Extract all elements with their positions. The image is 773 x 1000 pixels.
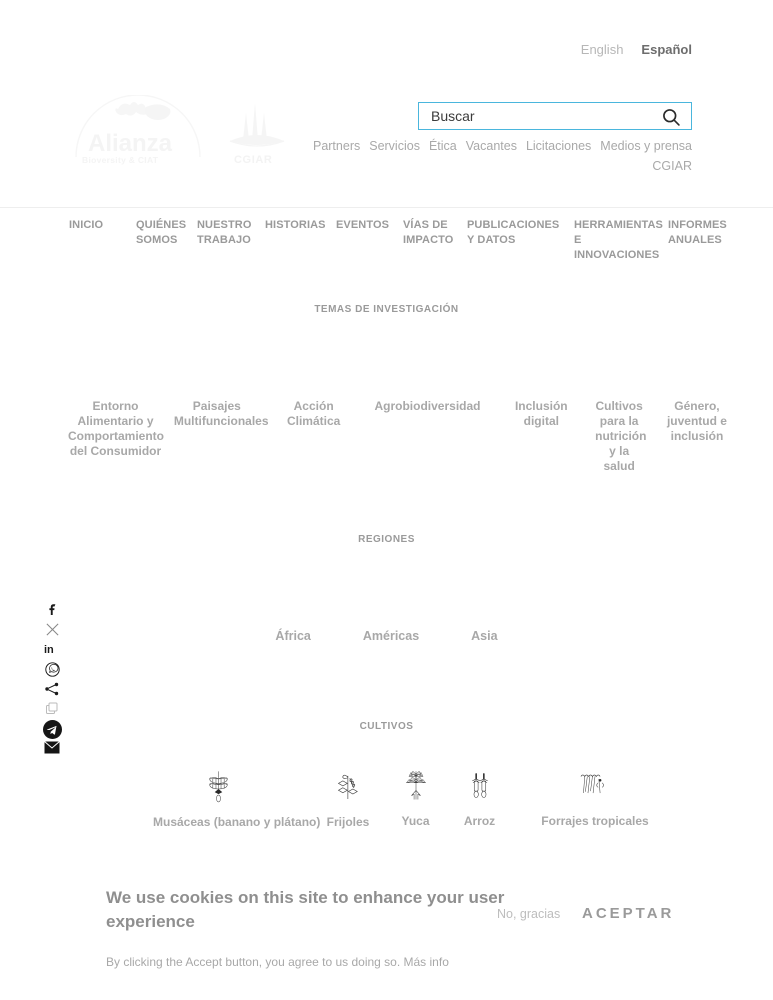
svg-text:in: in bbox=[44, 644, 54, 656]
